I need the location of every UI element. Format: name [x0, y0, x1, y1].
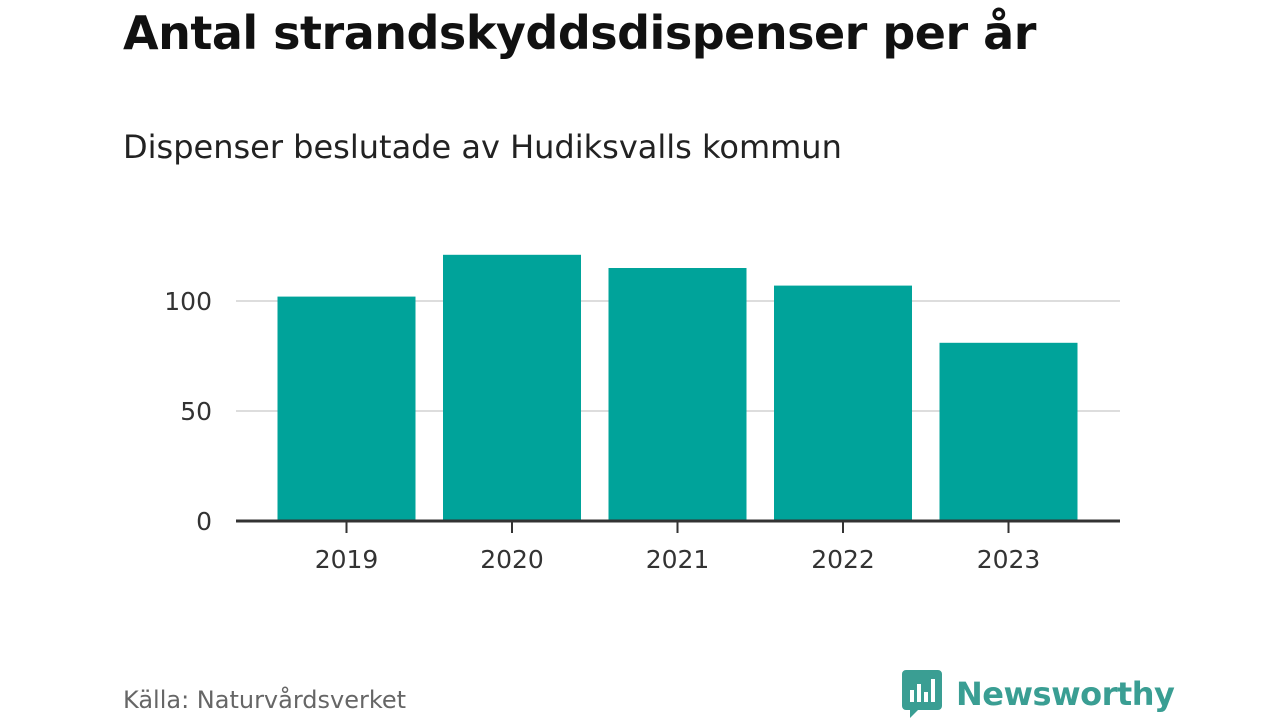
- y-tick-label: 100: [164, 287, 212, 316]
- bar-2022: [774, 285, 912, 521]
- brand-logo: Newsworthy: [902, 670, 1175, 718]
- x-tick-label: 2020: [480, 545, 544, 574]
- bar-2021: [608, 268, 747, 521]
- chart-title: Antal strandskyddsdispenser per år: [123, 6, 1036, 60]
- newsworthy-logo-icon: [902, 670, 942, 718]
- bars: [277, 254, 1078, 522]
- y-tick-label: 50: [180, 397, 212, 426]
- x-tick-label: 2021: [646, 545, 710, 574]
- x-tick-label: 2022: [811, 545, 875, 574]
- bar-2019: [277, 296, 416, 521]
- x-tick-label: 2019: [315, 545, 379, 574]
- bar-chart: 0 50 100 2019 2020 2021 2022 2023: [164, 254, 1120, 574]
- y-tick-label: 0: [196, 507, 212, 536]
- bar-2023: [939, 342, 1078, 521]
- chart-subtitle: Dispenser beslutade av Hudiksvalls kommu…: [123, 128, 842, 166]
- brand-name: Newsworthy: [956, 675, 1175, 713]
- x-tick-label: 2023: [977, 545, 1041, 574]
- bar-2020: [443, 254, 581, 522]
- source-note: Källa: Naturvårdsverket: [123, 686, 407, 714]
- y-axis-ticks: 0 50 100: [164, 287, 212, 536]
- x-axis-ticks: 2019 2020 2021 2022 2023: [315, 521, 1041, 574]
